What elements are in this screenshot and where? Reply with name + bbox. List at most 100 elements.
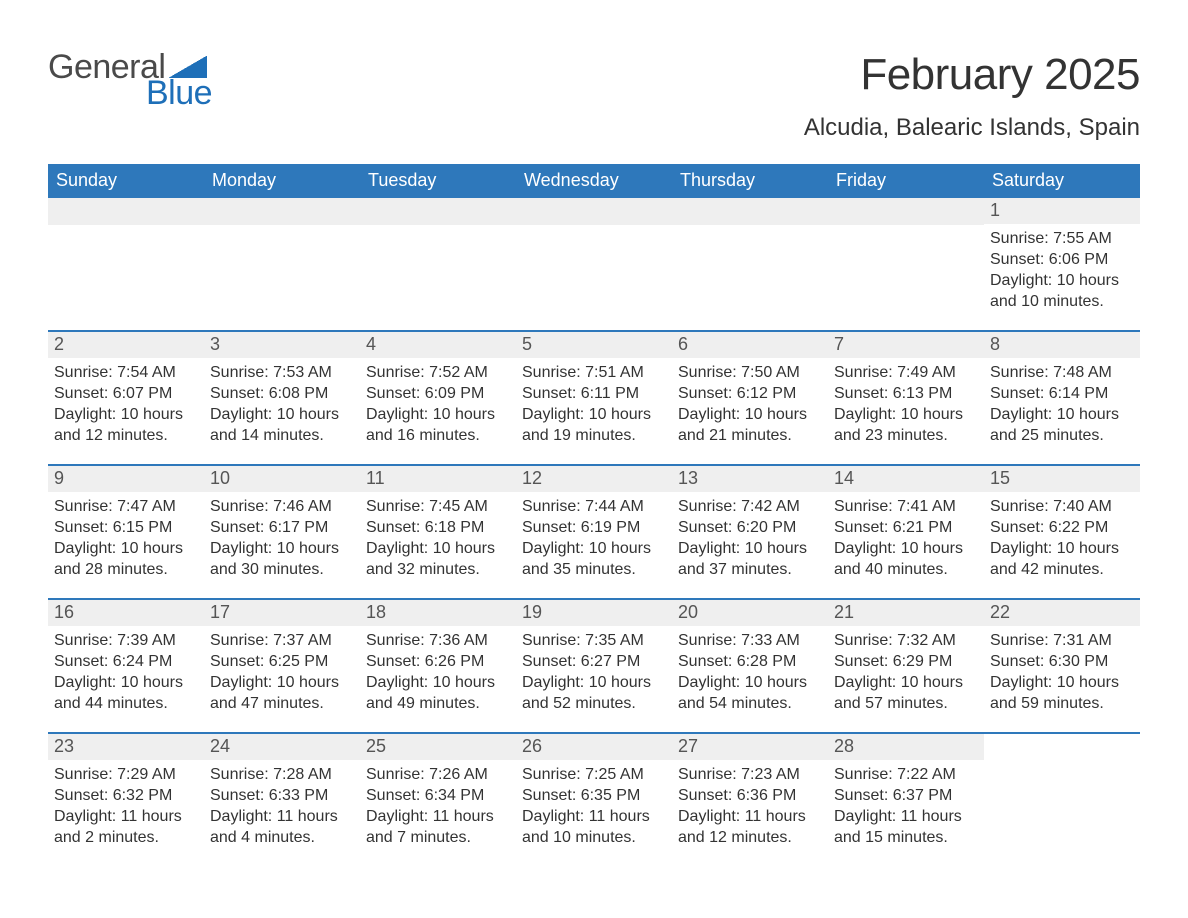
title-block: February 2025 Alcudia, Balearic Islands,… <box>804 50 1140 142</box>
logo: General Blue <box>48 50 212 110</box>
calendar-day: 22Sunrise: 7:31 AMSunset: 6:30 PMDayligh… <box>984 600 1140 732</box>
day-number: 16 <box>48 600 204 626</box>
sunset-line: Sunset: 6:17 PM <box>210 517 354 538</box>
daylight-line-1: Daylight: 11 hours <box>522 806 666 827</box>
sunrise-line: Sunrise: 7:54 AM <box>54 362 198 383</box>
sunrise-line: Sunrise: 7:35 AM <box>522 630 666 651</box>
day-body: Sunrise: 7:25 AMSunset: 6:35 PMDaylight:… <box>516 760 672 858</box>
page-header: General Blue February 2025 Alcudia, Bale… <box>48 50 1140 142</box>
calendar-day: 11Sunrise: 7:45 AMSunset: 6:18 PMDayligh… <box>360 466 516 598</box>
calendar-day: 18Sunrise: 7:36 AMSunset: 6:26 PMDayligh… <box>360 600 516 732</box>
day-number: 22 <box>984 600 1140 626</box>
daylight-line-2: and 21 minutes. <box>678 425 822 446</box>
daylight-line-2: and 7 minutes. <box>366 827 510 848</box>
day-number: 21 <box>828 600 984 626</box>
day-number: 17 <box>204 600 360 626</box>
daylight-line-2: and 4 minutes. <box>210 827 354 848</box>
day-number <box>204 198 360 225</box>
daylight-line-1: Daylight: 10 hours <box>366 404 510 425</box>
sunrise-line: Sunrise: 7:39 AM <box>54 630 198 651</box>
daylight-line-1: Daylight: 10 hours <box>678 404 822 425</box>
sunrise-line: Sunrise: 7:47 AM <box>54 496 198 517</box>
daylight-line-1: Daylight: 10 hours <box>210 404 354 425</box>
daylight-line-1: Daylight: 10 hours <box>210 538 354 559</box>
calendar-week: 2Sunrise: 7:54 AMSunset: 6:07 PMDaylight… <box>48 330 1140 464</box>
sunrise-line: Sunrise: 7:33 AM <box>678 630 822 651</box>
sunset-line: Sunset: 6:06 PM <box>990 249 1134 270</box>
sunrise-line: Sunrise: 7:45 AM <box>366 496 510 517</box>
calendar: Sunday Monday Tuesday Wednesday Thursday… <box>48 164 1140 866</box>
day-number: 7 <box>828 332 984 358</box>
dow-sunday: Sunday <box>48 164 204 198</box>
sunrise-line: Sunrise: 7:36 AM <box>366 630 510 651</box>
sunrise-line: Sunrise: 7:55 AM <box>990 228 1134 249</box>
sunrise-line: Sunrise: 7:53 AM <box>210 362 354 383</box>
day-number: 14 <box>828 466 984 492</box>
daylight-line-1: Daylight: 10 hours <box>366 672 510 693</box>
daylight-line-2: and 59 minutes. <box>990 693 1134 714</box>
daylight-line-2: and 40 minutes. <box>834 559 978 580</box>
day-body: Sunrise: 7:49 AMSunset: 6:13 PMDaylight:… <box>828 358 984 456</box>
day-body: Sunrise: 7:46 AMSunset: 6:17 PMDaylight:… <box>204 492 360 590</box>
day-number: 13 <box>672 466 828 492</box>
sunset-line: Sunset: 6:35 PM <box>522 785 666 806</box>
daylight-line-1: Daylight: 10 hours <box>990 270 1134 291</box>
day-number: 11 <box>360 466 516 492</box>
daylight-line-2: and 10 minutes. <box>522 827 666 848</box>
day-body: Sunrise: 7:42 AMSunset: 6:20 PMDaylight:… <box>672 492 828 590</box>
daylight-line-2: and 30 minutes. <box>210 559 354 580</box>
day-body: Sunrise: 7:52 AMSunset: 6:09 PMDaylight:… <box>360 358 516 456</box>
sunrise-line: Sunrise: 7:52 AM <box>366 362 510 383</box>
daylight-line-2: and 54 minutes. <box>678 693 822 714</box>
day-number: 4 <box>360 332 516 358</box>
dow-thursday: Thursday <box>672 164 828 198</box>
daylight-line-1: Daylight: 10 hours <box>834 538 978 559</box>
calendar-day: 6Sunrise: 7:50 AMSunset: 6:12 PMDaylight… <box>672 332 828 464</box>
dow-friday: Friday <box>828 164 984 198</box>
day-body: Sunrise: 7:41 AMSunset: 6:21 PMDaylight:… <box>828 492 984 590</box>
sunset-line: Sunset: 6:26 PM <box>366 651 510 672</box>
daylight-line-2: and 19 minutes. <box>522 425 666 446</box>
day-body: Sunrise: 7:28 AMSunset: 6:33 PMDaylight:… <box>204 760 360 858</box>
day-body: Sunrise: 7:29 AMSunset: 6:32 PMDaylight:… <box>48 760 204 858</box>
day-body: Sunrise: 7:36 AMSunset: 6:26 PMDaylight:… <box>360 626 516 724</box>
day-body: Sunrise: 7:32 AMSunset: 6:29 PMDaylight:… <box>828 626 984 724</box>
sunset-line: Sunset: 6:14 PM <box>990 383 1134 404</box>
sunset-line: Sunset: 6:24 PM <box>54 651 198 672</box>
day-number: 25 <box>360 734 516 760</box>
day-number: 19 <box>516 600 672 626</box>
day-body: Sunrise: 7:39 AMSunset: 6:24 PMDaylight:… <box>48 626 204 724</box>
sunrise-line: Sunrise: 7:49 AM <box>834 362 978 383</box>
daylight-line-2: and 15 minutes. <box>834 827 978 848</box>
daylight-line-1: Daylight: 11 hours <box>834 806 978 827</box>
daylight-line-1: Daylight: 10 hours <box>522 404 666 425</box>
day-body: Sunrise: 7:47 AMSunset: 6:15 PMDaylight:… <box>48 492 204 590</box>
sunset-line: Sunset: 6:34 PM <box>366 785 510 806</box>
sunset-line: Sunset: 6:33 PM <box>210 785 354 806</box>
day-number <box>48 198 204 225</box>
calendar-day: 3Sunrise: 7:53 AMSunset: 6:08 PMDaylight… <box>204 332 360 464</box>
day-number: 3 <box>204 332 360 358</box>
sunset-line: Sunset: 6:36 PM <box>678 785 822 806</box>
calendar-week: 1Sunrise: 7:55 AMSunset: 6:06 PMDaylight… <box>48 198 1140 330</box>
daylight-line-1: Daylight: 10 hours <box>210 672 354 693</box>
dow-monday: Monday <box>204 164 360 198</box>
day-number: 6 <box>672 332 828 358</box>
day-number <box>516 198 672 225</box>
day-number: 12 <box>516 466 672 492</box>
daylight-line-2: and 42 minutes. <box>990 559 1134 580</box>
sunrise-line: Sunrise: 7:28 AM <box>210 764 354 785</box>
sunset-line: Sunset: 6:27 PM <box>522 651 666 672</box>
calendar-day <box>360 198 516 330</box>
daylight-line-2: and 25 minutes. <box>990 425 1134 446</box>
day-body: Sunrise: 7:53 AMSunset: 6:08 PMDaylight:… <box>204 358 360 456</box>
daylight-line-1: Daylight: 11 hours <box>366 806 510 827</box>
day-body: Sunrise: 7:37 AMSunset: 6:25 PMDaylight:… <box>204 626 360 724</box>
day-body: Sunrise: 7:45 AMSunset: 6:18 PMDaylight:… <box>360 492 516 590</box>
location-subtitle: Alcudia, Balearic Islands, Spain <box>804 114 1140 142</box>
daylight-line-2: and 49 minutes. <box>366 693 510 714</box>
calendar-day: 28Sunrise: 7:22 AMSunset: 6:37 PMDayligh… <box>828 734 984 866</box>
day-number: 2 <box>48 332 204 358</box>
sunrise-line: Sunrise: 7:48 AM <box>990 362 1134 383</box>
daylight-line-2: and 35 minutes. <box>522 559 666 580</box>
